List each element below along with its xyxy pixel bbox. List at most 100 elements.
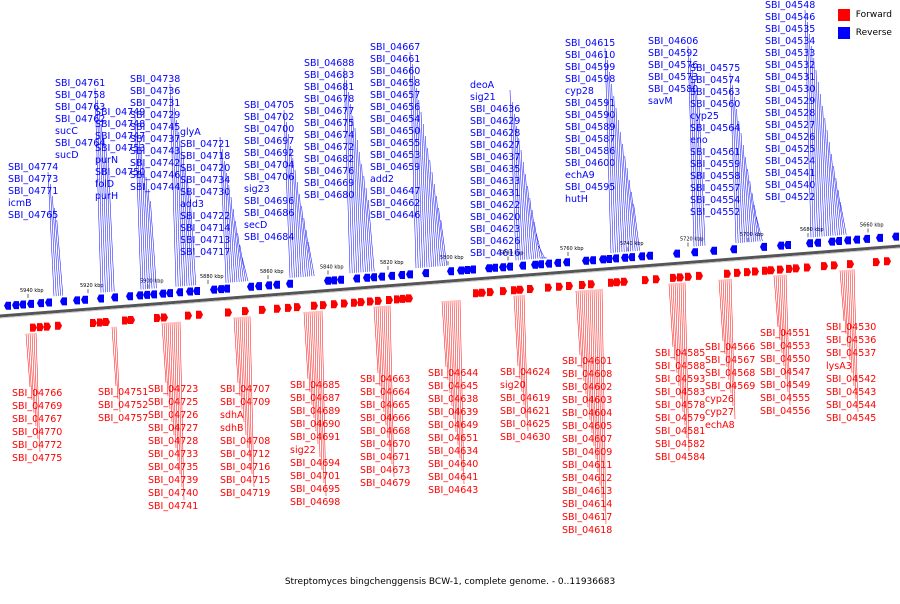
reverse-gene-label: SBI_04713 (180, 235, 230, 246)
forward-gene-label: SBI_04685 (290, 380, 340, 391)
reverse-gene-label: eno (690, 135, 708, 146)
forward-gene-label: SBI_04569 (705, 381, 755, 392)
reverse-gene-label: SBI_04622 (470, 200, 520, 211)
ruler-tick-label: 5680 kbp (800, 227, 824, 233)
reverse-gene-label: folD (95, 179, 114, 190)
reverse-gene-arrow (136, 291, 143, 299)
reverse-gene-label: SBI_04527 (765, 120, 815, 131)
reverse-gene-label: SBI_04529 (765, 96, 815, 107)
forward-gene-arrow (274, 305, 281, 313)
reverse-gene-label: SBI_04554 (690, 195, 740, 206)
forward-gene-label: SBI_04544 (826, 400, 876, 411)
forward-gene-arrow (122, 317, 129, 325)
reverse-gene-label: SBI_04660 (370, 66, 420, 77)
reverse-gene-arrow (760, 243, 767, 251)
reverse-gene-label: SBI_04616 (470, 248, 520, 259)
forward-gene-label: SBI_04690 (290, 419, 340, 430)
forward-gene-label: sig22 (290, 445, 316, 456)
reverse-gene-label: SBI_04525 (765, 144, 815, 155)
reverse-gene-label: SBI_04552 (690, 207, 740, 218)
forward-gene-arrow (724, 270, 731, 278)
forward-gene-label: SBI_04545 (826, 413, 876, 424)
reverse-gene-arrow (247, 283, 254, 291)
forward-gene-arrow (473, 289, 480, 297)
forward-gene-arrow (154, 314, 161, 322)
reverse-gene-arrow (286, 280, 293, 288)
forward-gene-label: SBI_04673 (360, 465, 410, 476)
reverse-gene-arrow (193, 287, 200, 295)
reverse-gene-label: SBI_04653 (370, 150, 420, 161)
reverse-gene-arrow (447, 267, 454, 275)
forward-gene-arrow (762, 267, 769, 275)
reverse-gene-label: SBI_04674 (304, 130, 354, 141)
forward-gene-arrow (884, 257, 891, 265)
reverse-gene-label: SBI_04677 (304, 106, 354, 117)
reverse-gene-arrow (363, 274, 370, 282)
reverse-gene-label: SBI_04558 (690, 171, 740, 182)
forward-gene-label: SBI_04679 (360, 478, 410, 489)
reverse-gene-label: SBI_04620 (470, 212, 520, 223)
reverse-gene-arrow (126, 292, 133, 300)
forward-gene-arrow (285, 304, 292, 312)
reverse-gene-label: SBI_04720 (180, 163, 230, 174)
reverse-gene-label: SBI_04560 (690, 99, 740, 110)
reverse-gene-arrow (605, 255, 612, 263)
forward-gene-label: SBI_04772 (12, 440, 62, 451)
reverse-gene-label: SBI_04626 (470, 236, 520, 247)
reverse-gene-label: SBI_04541 (765, 168, 815, 179)
reverse-gene-arrow (378, 273, 385, 281)
ruler-tick-label: 5700 kbp (740, 232, 764, 238)
forward-gene-arrow (242, 307, 249, 315)
forward-gene-label: SBI_04617 (562, 512, 612, 523)
forward-gene-label: SBI_04624 (500, 367, 550, 378)
ruler-tick-label: 5860 kbp (260, 269, 284, 275)
reverse-gene-label: SBI_04692 (244, 148, 294, 159)
forward-gene-arrow (97, 318, 104, 326)
reverse-gene-label: SBI_04531 (765, 72, 815, 83)
legend-reverse: Reverse (838, 24, 892, 42)
reverse-swatch (838, 27, 850, 39)
forward-gene-label: SBI_04604 (562, 408, 612, 419)
reverse-gene-label: SBI_04526 (765, 132, 815, 143)
forward-gene-arrow (579, 281, 586, 289)
reverse-gene-label: SBI_04590 (565, 110, 615, 121)
reverse-gene-label: SBI_04595 (565, 182, 615, 193)
reverse-gene-arrow (730, 245, 737, 253)
forward-gene-arrow (30, 324, 37, 332)
forward-leader-line (304, 312, 308, 379)
reverse-gene-label: SBI_04646 (370, 210, 420, 221)
reverse-gene-label: SBI_04743 (130, 146, 180, 157)
forward-gene-label: SBI_04770 (12, 427, 62, 438)
forward-gene-arrow (185, 312, 192, 320)
forward-leader-line (719, 280, 723, 341)
reverse-gene-label: SBI_04734 (180, 175, 230, 186)
reverse-gene-arrow (19, 301, 26, 309)
ruler-tick-label: 5920 kbp (80, 283, 104, 289)
reverse-gene-label: SBI_04686 (244, 208, 294, 219)
forward-gene-label: SBI_04578 (655, 400, 705, 411)
reverse-gene-label: SBI_04661 (370, 54, 420, 65)
forward-gene-label: SBI_04716 (220, 462, 270, 473)
reverse-gene-arrow (777, 242, 784, 250)
reverse-gene-label: deoA (470, 80, 495, 91)
reverse-gene-arrow (710, 247, 717, 255)
forward-gene-arrow (696, 272, 703, 280)
reverse-gene-label: SBI_04656 (370, 102, 420, 113)
reverse-gene-arrow (186, 288, 193, 296)
reverse-gene-label: SBI_04535 (765, 24, 815, 35)
reverse-gene-label: purH (95, 191, 118, 202)
forward-gene-arrow (527, 285, 534, 293)
reverse-gene-label: SBI_04563 (690, 87, 740, 98)
forward-gene-label: SBI_04613 (562, 486, 612, 497)
forward-gene-label: SBI_04728 (148, 436, 198, 447)
reverse-gene-arrow (223, 285, 230, 293)
reverse-gene-label: SBI_04680 (304, 190, 354, 201)
reverse-gene-arrow (863, 235, 870, 243)
reverse-gene-arrow (628, 253, 635, 261)
forward-gene-label: SBI_04640 (428, 459, 478, 470)
reverse-gene-label: SBI_04650 (370, 126, 420, 137)
reverse-gene-label: SBI_04774 (8, 162, 58, 173)
reverse-gene-label: glyA (180, 127, 201, 138)
reverse-gene-label: purN (95, 155, 118, 166)
forward-gene-arrow (375, 297, 382, 305)
